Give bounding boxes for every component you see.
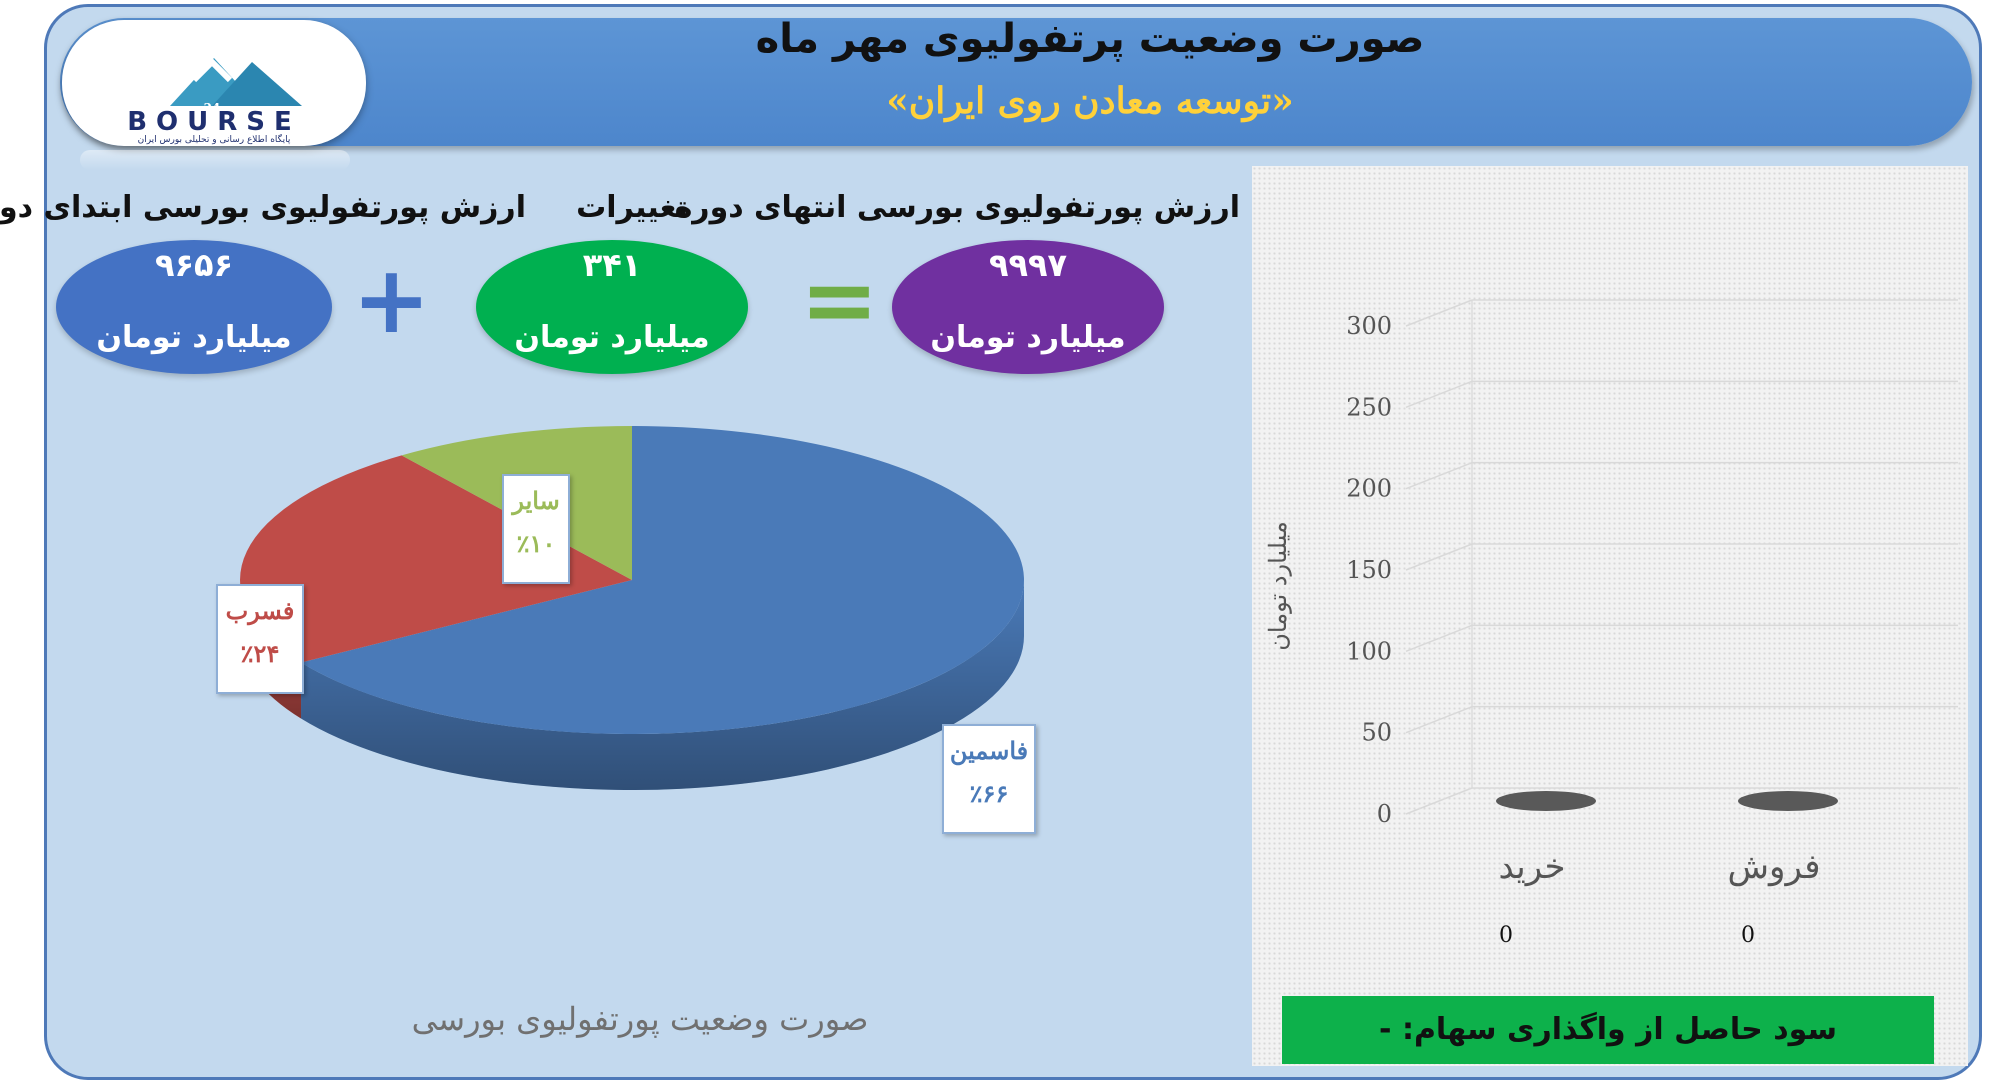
pie-slice-2 bbox=[239, 455, 632, 663]
pie-label-fasmin: فاسمین ٪۶۶ bbox=[942, 724, 1036, 834]
pie-label-fasorb-pct: ٪۲۴ bbox=[240, 639, 280, 668]
bar-y-axis-label: میلیارد تومان bbox=[1264, 521, 1292, 650]
bar-gridline-floor-150 bbox=[1405, 543, 1473, 571]
pie-label-sayer-pct: ٪۱۰ bbox=[516, 529, 556, 558]
bar-y-tick-150: 150 bbox=[1346, 556, 1392, 584]
bar-y-tick-0: 0 bbox=[1377, 800, 1392, 828]
kpi-start-title: ارزش پورتفولیوی بورسی ابتدای دوره bbox=[0, 190, 526, 225]
logo-tagline: پایگاه اطلاع رسانی و تحلیلی بورس ایران bbox=[138, 133, 291, 145]
company-subtitle: «توسعه معادن روی ایران» bbox=[886, 80, 1294, 122]
logo-reflection bbox=[80, 150, 350, 170]
bar-2 bbox=[1738, 791, 1838, 811]
pie-slice-1-side-shade bbox=[301, 580, 1025, 791]
kpi-start-ellipse: ۹۶۵۶ میلیارد تومان bbox=[56, 240, 332, 374]
svg-text:24: 24 bbox=[204, 101, 221, 115]
bar-data-label-2: 0 bbox=[1741, 923, 1755, 948]
pie-label-sayer-name: سایر bbox=[512, 486, 560, 515]
kpi-end-value: ۹۹۹۷ bbox=[988, 246, 1068, 284]
bar-y-tick-200: 200 bbox=[1346, 475, 1392, 503]
bar-y-tick-250: 250 bbox=[1346, 393, 1392, 421]
logo-graphic: 24 BOURSE پایگاه اطلاع رسانی و تحلیلی بو… bbox=[127, 57, 302, 145]
bar-gridline-floor-100 bbox=[1405, 624, 1473, 653]
bar-gridline-floor-200 bbox=[1405, 461, 1473, 490]
bar-category-label-1: خرید bbox=[1498, 847, 1565, 887]
bar-gridline-floor-0 bbox=[1405, 787, 1473, 815]
pie-chart-title: صورت وضعیت پورتفولیوی بورسی bbox=[411, 1000, 869, 1038]
pie-label-fasmin-name: فاسمین bbox=[949, 736, 1029, 765]
plus-sign: + bbox=[352, 246, 431, 355]
kpi-change-unit: میلیارد تومان bbox=[514, 320, 710, 355]
buy-sell-bar-chart: 0 50 100 150 200 250 300 خرید 0 فروش 0 میلیارد تو… bbox=[1264, 299, 1958, 948]
portfolio-pie-chart bbox=[239, 426, 1025, 791]
pie-label-fasmin-pct: ٪۶۶ bbox=[969, 779, 1009, 808]
bar-y-tick-50: 50 bbox=[1361, 719, 1392, 747]
profit-footer-bar: سود حاصل از واگذاری سهام: - bbox=[1282, 996, 1934, 1064]
bar-gridline-floor-50 bbox=[1405, 705, 1473, 734]
page-title: صورت وضعیت پرتفولیوی مهر ماه bbox=[755, 16, 1425, 62]
kpi-end-unit: میلیارد تومان bbox=[930, 320, 1126, 355]
kpi-start-unit: میلیارد تومان bbox=[96, 320, 292, 355]
bar-gridline-floor-300 bbox=[1405, 299, 1473, 327]
pie-label-sayer: سایر ٪۱۰ bbox=[502, 474, 570, 584]
pie-label-fasorb-name: فسرب bbox=[225, 596, 295, 625]
kpi-end-title: ارزش پورتفولیوی بورسی انتهای دوره bbox=[674, 190, 1240, 225]
kpi-start-value: ۹۶۵۶ bbox=[154, 246, 234, 284]
pie-label-fasorb: فسرب ٪۲۴ bbox=[216, 584, 304, 694]
bar-y-tick-300: 300 bbox=[1346, 312, 1392, 340]
kpi-change-ellipse: ۳۴۱ میلیارد تومان bbox=[476, 240, 748, 374]
kpi-change-value: ۳۴۱ bbox=[582, 246, 642, 284]
bar-data-label-1: 0 bbox=[1499, 923, 1513, 948]
equals-sign: = bbox=[800, 246, 879, 355]
bourse-logo: 24 BOURSE پایگاه اطلاع رسانی و تحلیلی بو… bbox=[62, 20, 366, 146]
bar-1 bbox=[1496, 791, 1596, 811]
pie-slice-1 bbox=[301, 426, 1025, 735]
header-banner bbox=[60, 18, 1972, 146]
logo-text: BOURSE bbox=[127, 107, 301, 137]
kpi-end-ellipse: ۹۹۹۷ میلیارد تومان bbox=[892, 240, 1164, 374]
bar-category-label-2: فروش bbox=[1728, 847, 1821, 887]
bar-y-tick-100: 100 bbox=[1346, 637, 1392, 665]
kpi-change-title: تغییرات bbox=[576, 190, 688, 225]
bar-chart-area bbox=[1252, 166, 1968, 1066]
bar-gridline-floor-250 bbox=[1405, 380, 1473, 409]
